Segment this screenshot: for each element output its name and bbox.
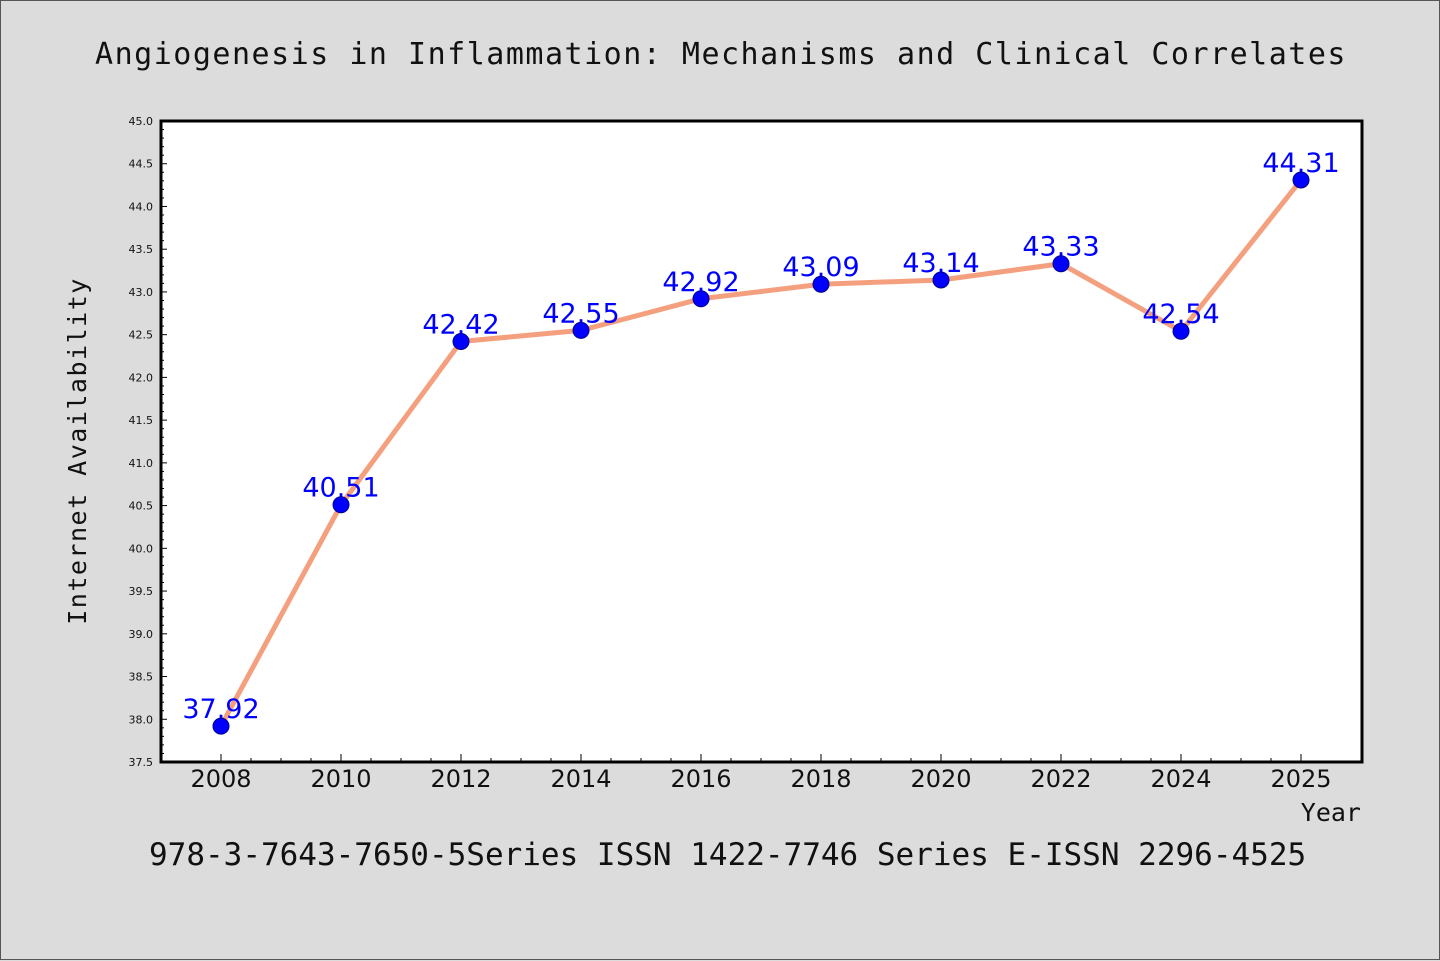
x-axis: 2008 2010 2012 2014 2016 2018 2020 2022 2024 2025 [190, 754, 1332, 793]
y-tick-label: 39.5 [129, 585, 154, 598]
data-label: 44.31 [1262, 148, 1339, 179]
data-point [212, 717, 230, 735]
y-tick-label: 38.5 [129, 671, 154, 684]
y-tick-label: 41.0 [129, 457, 154, 470]
data-point [932, 271, 950, 289]
x-axis-label: Year [1301, 798, 1361, 827]
series-layer [212, 171, 1310, 735]
plot-area [161, 121, 1362, 762]
data-point [1292, 171, 1310, 189]
y-tick-label: 38.0 [129, 713, 154, 726]
data-point [452, 333, 470, 351]
y-tick-label: 43.0 [129, 286, 154, 299]
y-tick-label: 40.0 [129, 542, 154, 555]
data-point [572, 321, 590, 339]
y-tick-label: 42.0 [129, 371, 154, 384]
series-line [218, 177, 1304, 729]
y-tick-label: 44.5 [129, 158, 154, 171]
data-point [692, 290, 710, 308]
x-tick-label: 2012 [430, 765, 491, 793]
data-label: 43.09 [782, 252, 859, 283]
x-tick-label: 2025 [1270, 765, 1331, 793]
plot-border [159, 119, 1364, 764]
footer-isbn-issn: 978-3-7643-7650-5Series ISSN 1422-7746 S… [149, 837, 1306, 873]
y-tick-label: 37.5 [129, 756, 154, 769]
data-label: 43.33 [1022, 232, 1099, 263]
data-point [1172, 322, 1190, 340]
data-point [812, 275, 830, 293]
y-tick-label: 39.0 [129, 628, 154, 641]
y-tick-label: 43.5 [129, 243, 154, 256]
x-tick-label: 2010 [310, 765, 371, 793]
y-axis-label: Internet Availability [63, 277, 92, 625]
y-tick-label: 41.5 [129, 414, 154, 427]
x-tick-label: 2020 [910, 765, 971, 793]
y-tick-label: 40.5 [129, 500, 154, 513]
x-tick-label: 2008 [190, 765, 251, 793]
x-tick-label: 2024 [1150, 765, 1211, 793]
data-label: 37.92 [182, 694, 259, 725]
data-label: 42.55 [542, 298, 619, 329]
y-tick-label: 45.0 [129, 115, 154, 128]
chart-title: Angiogenesis in Inflammation: Mechanisms… [95, 37, 1347, 72]
x-tick-label: 2016 [670, 765, 731, 793]
data-label: 42.92 [662, 267, 739, 298]
data-label: 43.14 [902, 248, 979, 279]
y-tick-label: 44.0 [129, 200, 154, 213]
x-tick-label: 2022 [1030, 765, 1091, 793]
x-tick-label: 2014 [550, 765, 611, 793]
y-tick-label: 42.5 [129, 329, 154, 342]
data-label: 42.54 [1142, 299, 1219, 330]
data-point [1052, 255, 1070, 273]
data-label: 40.51 [302, 473, 379, 504]
data-labels-layer: 37.92 40.51 42.42 42.55 42.92 43.09 43.14 43.33… [182, 148, 1339, 725]
data-point [332, 496, 350, 514]
data-label: 42.42 [422, 310, 499, 341]
x-tick-label: 2018 [790, 765, 851, 793]
